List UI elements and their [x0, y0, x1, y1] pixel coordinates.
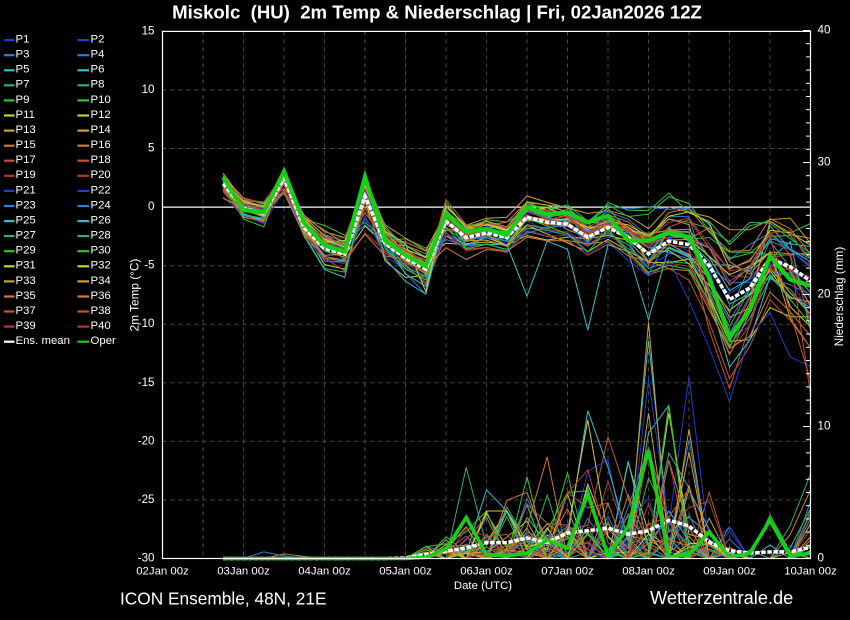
svg-text:20: 20 [818, 287, 831, 300]
svg-text:P21: P21 [16, 184, 36, 196]
svg-text:P12: P12 [91, 109, 111, 121]
svg-text:P38: P38 [91, 305, 111, 317]
svg-text:P6: P6 [91, 64, 105, 76]
svg-text:P15: P15 [16, 139, 36, 151]
svg-text:P23: P23 [16, 199, 36, 211]
svg-text:10: 10 [818, 419, 831, 432]
svg-text:P5: P5 [16, 64, 30, 76]
svg-text:P25: P25 [16, 214, 36, 226]
svg-text:-30: -30 [138, 551, 155, 564]
svg-text:Miskolc (HU) 2m Temp & Niede: Miskolc (HU) 2m Temp & Niederschlag | Fr… [172, 1, 702, 22]
svg-text:0: 0 [148, 200, 154, 213]
svg-text:P37: P37 [16, 305, 36, 317]
svg-text:P39: P39 [16, 320, 36, 332]
svg-text:P28: P28 [91, 230, 111, 242]
svg-text:P33: P33 [16, 275, 36, 287]
svg-text:Niederschlag (mm): Niederschlag (mm) [832, 247, 846, 347]
svg-text:5: 5 [148, 142, 154, 155]
svg-text:0: 0 [818, 551, 824, 564]
svg-text:-5: -5 [144, 259, 154, 272]
svg-text:P7: P7 [16, 79, 30, 91]
svg-text:09Jan 00z: 09Jan 00z [703, 566, 756, 578]
svg-text:Ens. mean: Ens. mean [16, 335, 70, 347]
svg-text:ICON Ensemble, 48N, 21E: ICON Ensemble, 48N, 21E [120, 589, 327, 609]
svg-text:P40: P40 [91, 320, 111, 332]
svg-text:2m Temp (°C): 2m Temp (°C) [128, 259, 142, 332]
svg-text:P31: P31 [16, 260, 36, 272]
svg-text:Wetterzentrale.de: Wetterzentrale.de [650, 588, 793, 608]
svg-text:10Jan 00z: 10Jan 00z [784, 566, 837, 578]
svg-text:P16: P16 [91, 139, 111, 151]
svg-text:P2: P2 [91, 34, 105, 46]
svg-text:P35: P35 [16, 290, 36, 302]
svg-text:P20: P20 [91, 169, 111, 181]
svg-text:P17: P17 [16, 154, 36, 166]
svg-text:06Jan 00z: 06Jan 00z [460, 566, 513, 578]
svg-text:P22: P22 [91, 184, 111, 196]
svg-text:08Jan 00z: 08Jan 00z [622, 566, 675, 578]
svg-text:P1: P1 [16, 34, 30, 46]
svg-text:P24: P24 [91, 199, 111, 211]
svg-text:03Jan 00z: 03Jan 00z [217, 566, 270, 578]
svg-text:P9: P9 [16, 94, 30, 106]
svg-text:Date (UTC): Date (UTC) [454, 580, 512, 592]
svg-text:P8: P8 [91, 79, 105, 91]
svg-text:-20: -20 [138, 434, 155, 447]
svg-text:P4: P4 [91, 49, 105, 61]
svg-text:15: 15 [142, 24, 155, 37]
svg-text:P10: P10 [91, 94, 111, 106]
svg-text:Oper: Oper [91, 335, 117, 347]
svg-text:-15: -15 [138, 376, 155, 389]
svg-text:P36: P36 [91, 290, 111, 302]
svg-text:10: 10 [142, 83, 155, 96]
svg-text:P18: P18 [91, 154, 111, 166]
svg-text:40: 40 [818, 23, 831, 36]
svg-text:P14: P14 [91, 124, 111, 136]
svg-text:04Jan 00z: 04Jan 00z [298, 566, 351, 578]
svg-text:P11: P11 [16, 109, 35, 121]
svg-text:05Jan 00z: 05Jan 00z [379, 566, 432, 578]
svg-text:P13: P13 [16, 124, 36, 136]
svg-text:P30: P30 [91, 245, 111, 257]
svg-text:P26: P26 [91, 214, 111, 226]
svg-text:P19: P19 [16, 169, 36, 181]
svg-text:P29: P29 [16, 245, 36, 257]
svg-text:30: 30 [818, 155, 831, 168]
svg-text:P34: P34 [91, 275, 111, 287]
svg-text:P27: P27 [16, 230, 36, 242]
svg-text:-25: -25 [138, 493, 155, 506]
svg-text:-10: -10 [138, 317, 155, 330]
svg-text:02Jan 00z: 02Jan 00z [136, 566, 189, 578]
svg-text:P3: P3 [16, 49, 30, 61]
svg-text:P32: P32 [91, 260, 111, 272]
svg-text:07Jan 00z: 07Jan 00z [541, 566, 594, 578]
